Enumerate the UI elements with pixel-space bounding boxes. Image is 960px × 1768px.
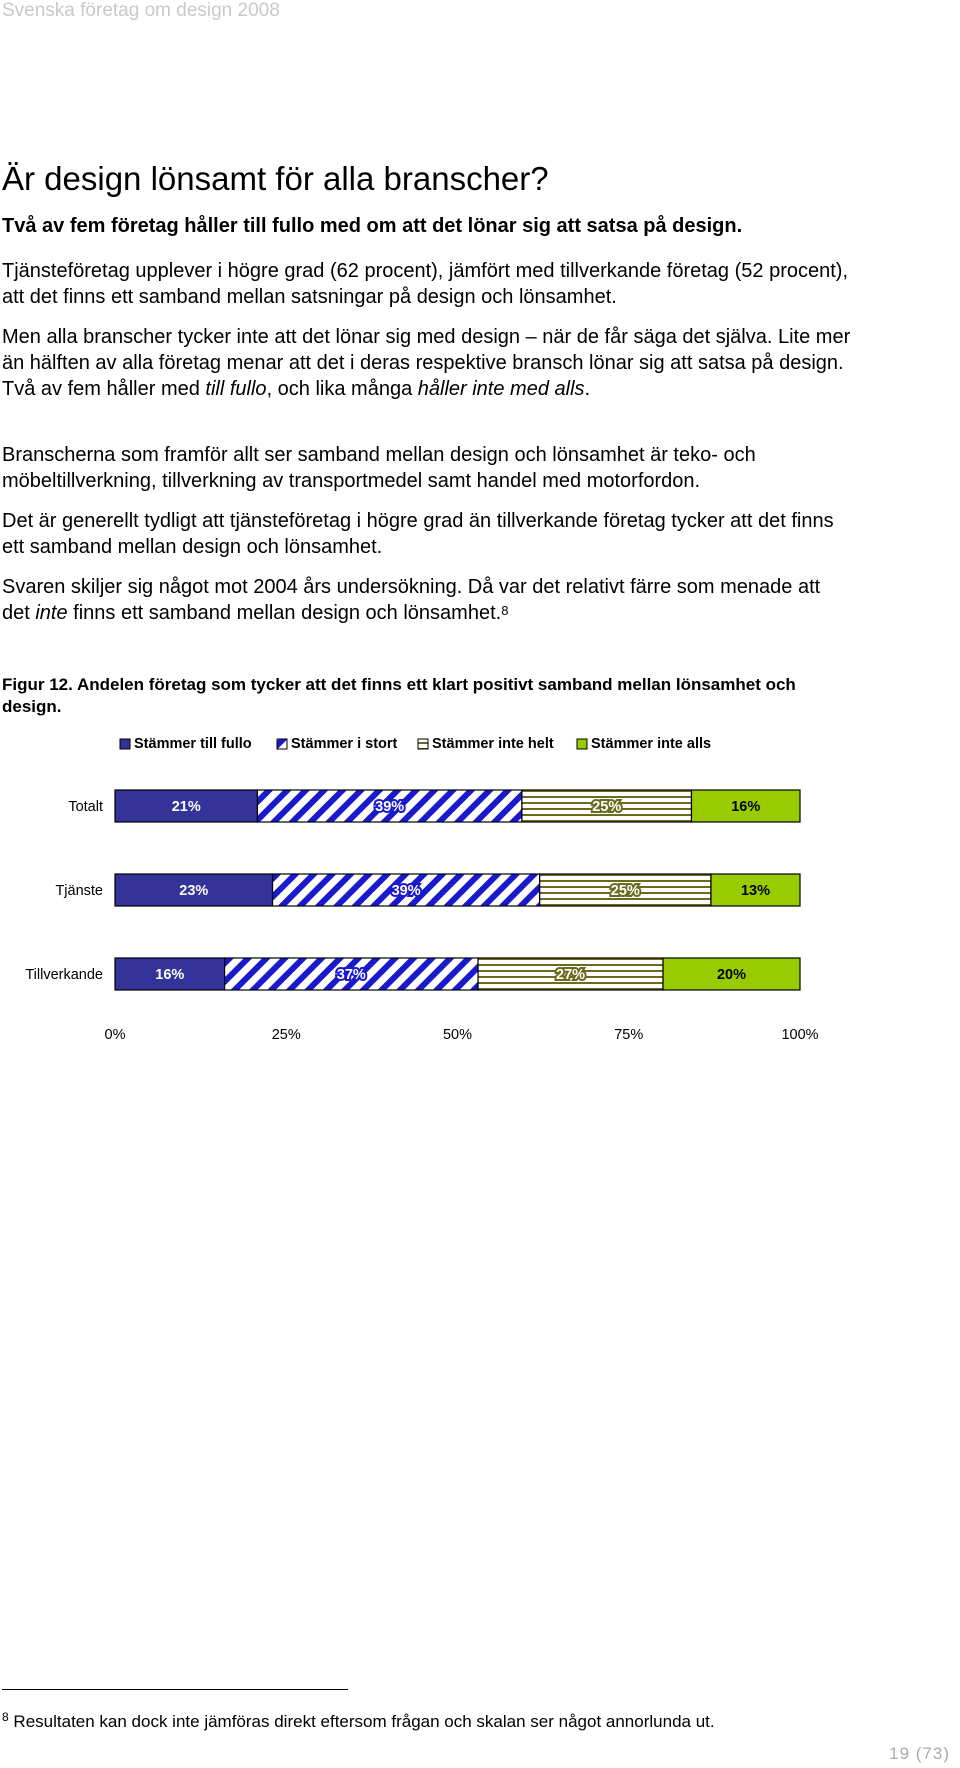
chart-x-axis: 0% 25% 50% 75% 100% <box>105 1027 819 1043</box>
paragraph-5-text-b: finns ett samband mellan design och löns… <box>67 602 502 624</box>
data-label-totalt-stammer-i-stort: 39% <box>375 799 404 815</box>
paragraph-5-text-a: Svaren skiljer sig något mot 2004 års un… <box>2 576 821 624</box>
chart-legend: Stämmer till fullo Stämmer i stort Stämmer… <box>119 736 711 752</box>
data-label-totalt-stammer-inte-helt: 25% <box>592 799 621 815</box>
legend-swatch-stammer-i-stort <box>276 738 288 750</box>
bar-segment-tjanste-stammer-inte-alls <box>710 873 801 907</box>
data-label-tillverkande-stammer-till-fullo: 16% <box>155 967 184 983</box>
x-tick-label: 25% <box>272 1027 301 1043</box>
category-label-totalt: Totalt <box>68 799 103 815</box>
x-tick-label: 50% <box>443 1027 472 1043</box>
bar-segment-tjanste-stammer-till-fullo <box>114 873 274 907</box>
bar-segment-tillverkande-stammer-inte-helt <box>477 957 664 991</box>
bar-segment-totalt-stammer-inte-alls <box>690 789 801 823</box>
paragraph-4: Det är generellt tydligt att tjänsteföre… <box>2 510 834 558</box>
bar-segment-tillverkande-stammer-i-stort <box>224 957 479 991</box>
data-label-tillverkande-stammer-inte-helt: 27% <box>556 967 585 983</box>
paragraph-5: Svaren skiljer sig något mot 2004 års un… <box>2 574 852 626</box>
data-label-totalt-stammer-inte-alls: 16% <box>731 799 760 815</box>
lead-text: Två av fem företag håller till fullo med… <box>2 215 743 237</box>
paragraph-1: Tjänsteföretag upplever i högre grad (62… <box>2 260 848 308</box>
bar-segment-tillverkande-stammer-till-fullo <box>114 957 226 991</box>
footnote: 8 Resultaten kan dock inte jämföras dire… <box>2 1710 715 1732</box>
page-title: Är design lönsamt för alla branscher? <box>2 160 549 197</box>
paragraph-2-emphasis-1: till fullo <box>205 378 267 400</box>
chart-category-labels: Totalt Tjänste Tillverkande <box>25 799 103 983</box>
x-tick-label: 75% <box>614 1027 643 1043</box>
data-label-tjanste-stammer-i-stort: 39% <box>392 883 421 899</box>
stacked-bar-chart: Stämmer till fullo Stämmer i stort Stämmer… <box>25 736 819 1043</box>
paragraph-2-text-a: Men alla branscher tycker inte att det l… <box>2 326 851 400</box>
legend-label-stammer-i-stort: Stämmer i stort <box>291 736 398 752</box>
paragraph-2-text-c: . <box>584 378 591 400</box>
data-label-tjanste-stammer-inte-helt: 25% <box>611 883 640 899</box>
legend-label-stammer-inte-alls: Stämmer inte alls <box>591 736 711 752</box>
legend-label-stammer-inte-helt: Stämmer inte helt <box>432 736 554 752</box>
paragraph-2-text-b: , och lika många <box>266 378 418 400</box>
running-header: Svenska företag om design 2008 <box>2 0 280 21</box>
footnote-text: Resultaten kan dock inte jämföras direkt… <box>13 1712 715 1731</box>
bar-segment-totalt-stammer-i-stort <box>256 789 523 823</box>
x-tick-label: 100% <box>781 1027 818 1043</box>
chart-bars: 21% 39% 25% 16% 23% 39% 25% 13% 16% 37% 27% 20% <box>114 789 801 991</box>
legend-swatch-stammer-inte-helt <box>417 738 429 750</box>
category-label-tjanste: Tjänste <box>55 883 103 899</box>
page-number: 19 (73) <box>889 1744 950 1763</box>
footnote-divider <box>2 1689 348 1690</box>
paragraph-5-emphasis: inte <box>35 602 68 624</box>
data-label-tillverkande-stammer-inte-alls: 20% <box>717 967 746 983</box>
x-tick-label: 0% <box>105 1027 126 1043</box>
footnote-number: 8 <box>2 1710 9 1724</box>
legend-swatch-stammer-inte-alls <box>576 738 588 750</box>
bar-segment-totalt-stammer-inte-helt <box>521 789 693 823</box>
paragraph-2: Men alla branscher tycker inte att det l… <box>2 324 852 402</box>
data-label-tillverkande-stammer-i-stort: 37% <box>337 967 366 983</box>
figure-caption: Figur 12. Andelen företag som tycker att… <box>2 675 796 716</box>
paragraph-3: Branscherna som framför allt ser samband… <box>2 444 756 492</box>
bar-segment-totalt-stammer-till-fullo <box>114 789 259 823</box>
legend-label-stammer-till-fullo: Stämmer till fullo <box>134 736 252 752</box>
legend-swatch-stammer-till-fullo <box>119 738 131 750</box>
bar-segment-tillverkande-stammer-inte-alls <box>662 957 801 991</box>
data-label-tjanste-stammer-inte-alls: 13% <box>741 883 770 899</box>
data-label-tjanste-stammer-till-fullo: 23% <box>179 883 208 899</box>
category-label-tillverkande: Tillverkande <box>25 967 103 983</box>
data-label-totalt-stammer-till-fullo: 21% <box>172 799 201 815</box>
footnote-reference: 8 <box>501 603 509 618</box>
paragraph-2-emphasis-2: håller inte med alls <box>417 378 585 400</box>
